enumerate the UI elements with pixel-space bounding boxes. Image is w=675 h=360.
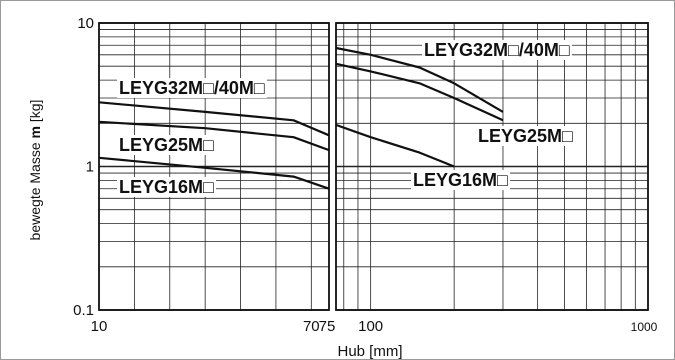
x-tick-label-panel0-0: 10	[91, 318, 108, 335]
x-tick-label-panel1-2: 1000	[631, 320, 658, 334]
curve-label-3: LEYG32M□/40M□	[424, 40, 570, 60]
curve-label-2: LEYG16M□	[119, 177, 214, 197]
curve-panel1-series0	[335, 46, 504, 113]
frame-layer	[98, 22, 649, 311]
panel-0-grid	[99, 22, 329, 311]
curve-label-4: LEYG25M□	[478, 126, 573, 146]
curve-label-bg-5	[411, 170, 511, 190]
curve-label-bg-2	[117, 177, 217, 197]
curve-label-bg-3	[422, 40, 572, 60]
curve-panel1-series1	[335, 62, 504, 122]
x-axis-title: Hub [mm]	[337, 343, 402, 360]
panel-0-frame	[98, 22, 330, 311]
y-axis-title-symbol: m	[27, 126, 43, 138]
x-tick-label-panel0-1: 70	[303, 318, 320, 335]
curve-label-bg-4	[476, 126, 576, 146]
panel-1-frame	[335, 22, 649, 311]
y-axis-title-prefix: bewegte Masse	[27, 138, 43, 240]
y-tick-label-0: 0.1	[73, 302, 94, 319]
x-tick-label-panel1-1: 100	[358, 318, 383, 335]
curve-label-5: LEYG16M□	[413, 170, 508, 190]
curve-panel0-series2	[98, 156, 330, 190]
curve-panel0-series1	[98, 120, 330, 152]
curve-label-1: LEYG25M□	[119, 135, 214, 155]
curve-label-bg-0	[117, 78, 267, 98]
label-layer: LEYG32M□/40M□ LEYG25M□ LEYG16M□ LEYG32M□/40…	[117, 40, 576, 197]
x-tick-label-panel1-0: 75	[319, 318, 336, 335]
curve-panel0-series0	[98, 101, 330, 137]
y-axis-title-suffix: [kg]	[27, 100, 43, 126]
curve-panel1-series2	[335, 123, 455, 168]
tick-layer: 0.1 1 10 10 70 75 100 1000	[73, 15, 658, 335]
curve-layer	[98, 46, 504, 190]
y-axis-title: bewegte Masse m [kg]	[27, 100, 43, 241]
y-tick-label-1: 1	[86, 159, 94, 176]
curve-label-0: LEYG32M□/40M□	[119, 78, 265, 98]
panel-1-grid	[336, 22, 648, 311]
curve-label-bg-1	[117, 135, 217, 155]
y-tick-label-2: 10	[77, 15, 94, 32]
